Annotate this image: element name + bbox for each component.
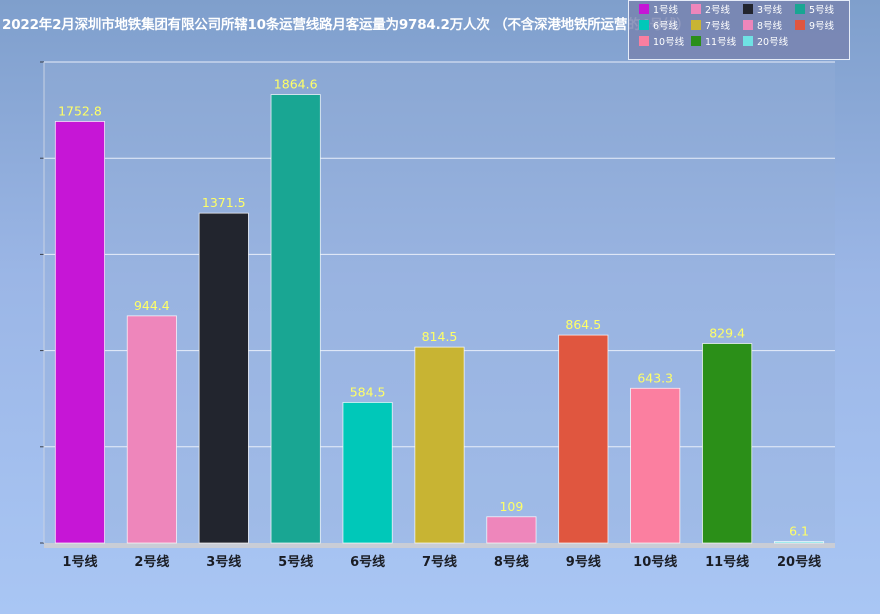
data-label: 864.5 <box>565 317 601 332</box>
x-tick-label: 10号线 <box>633 554 677 570</box>
bar-7号线 <box>414 346 465 544</box>
legend-label: 9号线 <box>809 21 835 32</box>
legend-swatch <box>639 36 649 46</box>
x-tick-label: 9号线 <box>566 554 601 570</box>
data-label: 944.4 <box>134 298 170 313</box>
legend-item[interactable]: 5号线 <box>795 2 834 16</box>
legend-swatch <box>795 20 805 30</box>
x-tick-label: 1号线 <box>62 554 97 570</box>
bar-2号线 <box>126 315 177 544</box>
chart-legend[interactable]: 1号线 2号线 3号线 5号线 6号线 7号线 8号线 9号线 10号线 11号线 20号线 <box>628 0 850 60</box>
legend-item[interactable]: 8号线 <box>743 18 782 32</box>
legend-item[interactable]: 7号线 <box>691 18 730 32</box>
legend-label: 7号线 <box>705 21 731 32</box>
chart-title: 2022年2月深圳市地铁集团有限公司所辖10条运营线路月客运量为9784.2万人… <box>2 17 690 33</box>
bar-9号线 <box>558 334 609 544</box>
x-tick-label: 7号线 <box>422 554 457 570</box>
legend-swatch <box>691 20 701 30</box>
legend-label: 1号线 <box>653 5 679 16</box>
legend-swatch <box>743 4 753 14</box>
legend-swatch <box>691 36 701 46</box>
legend-item[interactable]: 10号线 <box>639 34 684 48</box>
bar-10号线 <box>630 387 681 544</box>
legend-label: 2号线 <box>705 5 731 16</box>
legend-swatch <box>691 4 701 14</box>
legend-label: 3号线 <box>757 5 783 16</box>
x-tick-label: 2号线 <box>134 554 169 570</box>
legend-item[interactable]: 9号线 <box>795 18 834 32</box>
data-label: 6.1 <box>789 524 809 539</box>
data-label: 109 <box>499 499 523 514</box>
legend-label: 8号线 <box>757 21 783 32</box>
legend-label: 20号线 <box>757 37 789 48</box>
data-label: 584.5 <box>350 384 386 399</box>
x-tick-label: 8号线 <box>494 554 529 570</box>
legend-item[interactable]: 3号线 <box>743 2 782 16</box>
x-axis-band <box>44 543 835 548</box>
x-tick-label: 3号线 <box>206 554 241 570</box>
legend-swatch <box>639 20 649 30</box>
legend-item[interactable]: 11号线 <box>691 34 736 48</box>
bar-20号线 <box>774 541 825 544</box>
legend-item[interactable]: 2号线 <box>691 2 730 16</box>
legend-swatch <box>743 20 753 30</box>
legend-swatch <box>743 36 753 46</box>
data-label: 1864.6 <box>274 77 318 92</box>
data-label: 1752.8 <box>58 103 102 118</box>
legend-swatch <box>639 4 649 14</box>
legend-label: 5号线 <box>809 5 835 16</box>
bar-8号线 <box>486 516 537 544</box>
bar-11号线 <box>702 343 753 544</box>
x-tick-label: 5号线 <box>278 554 313 570</box>
data-label: 814.5 <box>422 329 458 344</box>
x-tick-label: 6号线 <box>350 554 385 570</box>
legend-swatch <box>795 4 805 14</box>
bar-3号线 <box>198 212 249 544</box>
data-label: 829.4 <box>709 326 745 341</box>
legend-item[interactable]: 20号线 <box>743 34 788 48</box>
legend-label: 6号线 <box>653 21 679 32</box>
bar-5号线 <box>270 94 321 544</box>
legend-label: 10号线 <box>653 37 685 48</box>
bar-6号线 <box>342 402 393 544</box>
legend-item[interactable]: 6号线 <box>639 18 678 32</box>
x-tick-label: 11号线 <box>705 554 749 570</box>
data-label: 1371.5 <box>202 195 246 210</box>
bar-1号线 <box>54 121 105 544</box>
legend-label: 11号线 <box>705 37 737 48</box>
x-tick-label: 20号线 <box>777 554 821 570</box>
legend-item[interactable]: 1号线 <box>639 2 678 16</box>
data-label: 643.3 <box>637 370 673 385</box>
